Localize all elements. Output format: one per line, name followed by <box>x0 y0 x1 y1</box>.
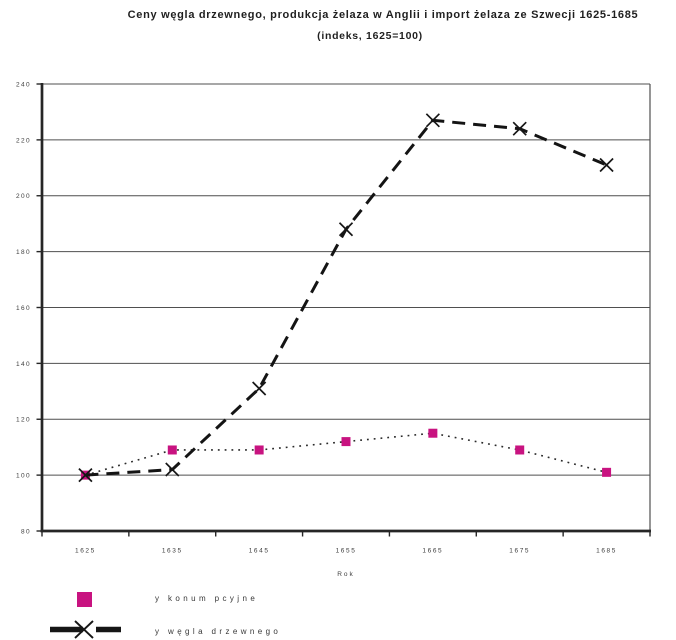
y-tick-label: 160 <box>16 305 31 312</box>
legend-label-wegla-drzewnego: y węgla drzewnego <box>155 627 282 636</box>
data-point-square <box>254 445 264 455</box>
x-tick-label: 1645 <box>249 548 270 555</box>
x-tick-label: 1655 <box>336 548 357 555</box>
legend-marker-x <box>74 620 94 639</box>
data-point-x <box>338 222 354 237</box>
data-point-x <box>512 121 527 136</box>
data-point-x <box>599 157 614 173</box>
legend-marker-square <box>77 592 92 607</box>
chart-title: Ceny węgla drzewnego, produkcja żelaza w… <box>127 9 639 21</box>
data-point-square <box>428 428 438 438</box>
y-tick-label: 100 <box>16 473 31 480</box>
y-tick-label: 120 <box>16 417 31 424</box>
y-tick-label: 80 <box>21 528 31 535</box>
x-tick-label: 1635 <box>162 548 183 555</box>
data-point-square <box>167 445 177 455</box>
y-tick-label: 220 <box>16 137 31 144</box>
data-point-x <box>78 468 93 483</box>
data-point-square <box>602 467 612 477</box>
x-tick-label: 1665 <box>422 548 443 555</box>
y-tick-label: 180 <box>16 249 31 256</box>
chart-subtitle: (indeks, 1625=100) <box>317 30 423 42</box>
data-point-x <box>252 381 267 396</box>
data-point-x <box>165 462 180 477</box>
data-point-square <box>341 437 351 447</box>
data-point-x <box>425 113 440 128</box>
data-point-square <box>515 445 525 455</box>
x-tick-label: 1675 <box>509 548 530 555</box>
y-tick-label: 200 <box>16 193 31 200</box>
x-tick-label: 1625 <box>75 548 96 555</box>
legend-label-konsumpcyjne: y konum pcyjne <box>155 594 259 603</box>
y-tick-label: 240 <box>16 81 31 88</box>
x-tick-label: 1685 <box>596 548 617 555</box>
series-line-wegla-drzewnego <box>85 118 608 477</box>
x-axis-title: Rok <box>337 571 355 578</box>
y-tick-label: 140 <box>16 361 31 368</box>
